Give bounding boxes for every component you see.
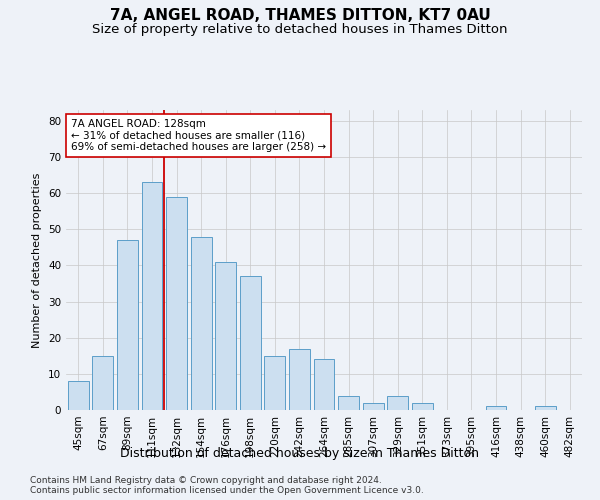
Bar	[289, 348, 310, 410]
Bar	[314, 360, 334, 410]
Bar	[387, 396, 408, 410]
Bar	[240, 276, 261, 410]
Bar	[215, 262, 236, 410]
Bar	[535, 406, 556, 410]
Text: Size of property relative to detached houses in Thames Ditton: Size of property relative to detached ho…	[92, 22, 508, 36]
Y-axis label: Number of detached properties: Number of detached properties	[32, 172, 43, 348]
Bar	[362, 403, 383, 410]
Bar	[166, 196, 187, 410]
Bar	[191, 236, 212, 410]
Text: 7A ANGEL ROAD: 128sqm
← 31% of detached houses are smaller (116)
69% of semi-det: 7A ANGEL ROAD: 128sqm ← 31% of detached …	[71, 119, 326, 152]
Bar	[412, 403, 433, 410]
Bar	[485, 406, 506, 410]
Bar	[117, 240, 138, 410]
Text: 7A, ANGEL ROAD, THAMES DITTON, KT7 0AU: 7A, ANGEL ROAD, THAMES DITTON, KT7 0AU	[110, 8, 490, 22]
Text: Contains HM Land Registry data © Crown copyright and database right 2024.
Contai: Contains HM Land Registry data © Crown c…	[30, 476, 424, 495]
Bar	[142, 182, 163, 410]
Text: Distribution of detached houses by size in Thames Ditton: Distribution of detached houses by size …	[121, 448, 479, 460]
Bar	[265, 356, 286, 410]
Bar	[68, 381, 89, 410]
Bar	[92, 356, 113, 410]
Bar	[338, 396, 359, 410]
